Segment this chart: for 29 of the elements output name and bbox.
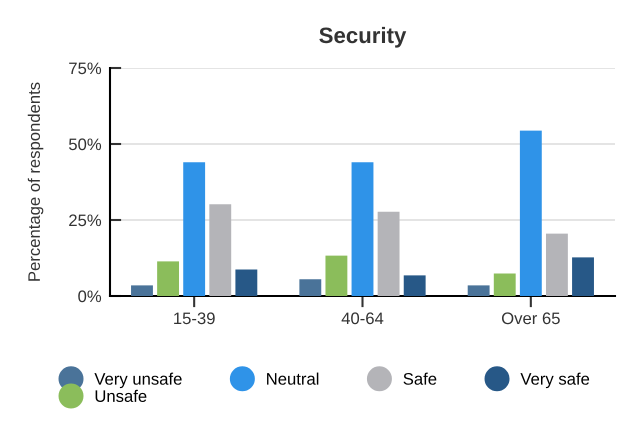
bar <box>157 261 180 296</box>
bar <box>494 274 516 296</box>
x-tick-label: Over 65 <box>502 312 560 324</box>
legend-label: Unsafe <box>96 390 146 402</box>
bar <box>209 204 232 296</box>
legend-label: Safe <box>404 372 436 385</box>
bar <box>546 234 568 296</box>
bar <box>404 275 426 296</box>
legend-label: Neutral <box>267 372 318 385</box>
bar <box>468 285 490 296</box>
y-axis-title: Percentage of respondents <box>28 82 44 281</box>
bar <box>352 162 374 296</box>
chart-title: Security <box>319 26 406 48</box>
y-tick-label: 50% <box>68 138 102 150</box>
legend-label: Very safe <box>520 372 590 388</box>
bar <box>520 130 542 296</box>
y-tick-label: 25% <box>69 214 102 226</box>
y-tick-label: 0% <box>78 290 102 302</box>
bar <box>235 270 258 296</box>
x-tick-label: 15-39 <box>174 312 215 324</box>
bar <box>299 279 322 296</box>
bar <box>325 256 348 296</box>
y-tick-label: 75% <box>69 62 102 74</box>
bar <box>131 285 153 296</box>
bar <box>183 162 206 296</box>
x-tick-label: 40-64 <box>342 312 384 324</box>
bar <box>572 257 594 296</box>
legend-label: Very unsafe <box>94 372 182 388</box>
bar <box>378 212 400 296</box>
